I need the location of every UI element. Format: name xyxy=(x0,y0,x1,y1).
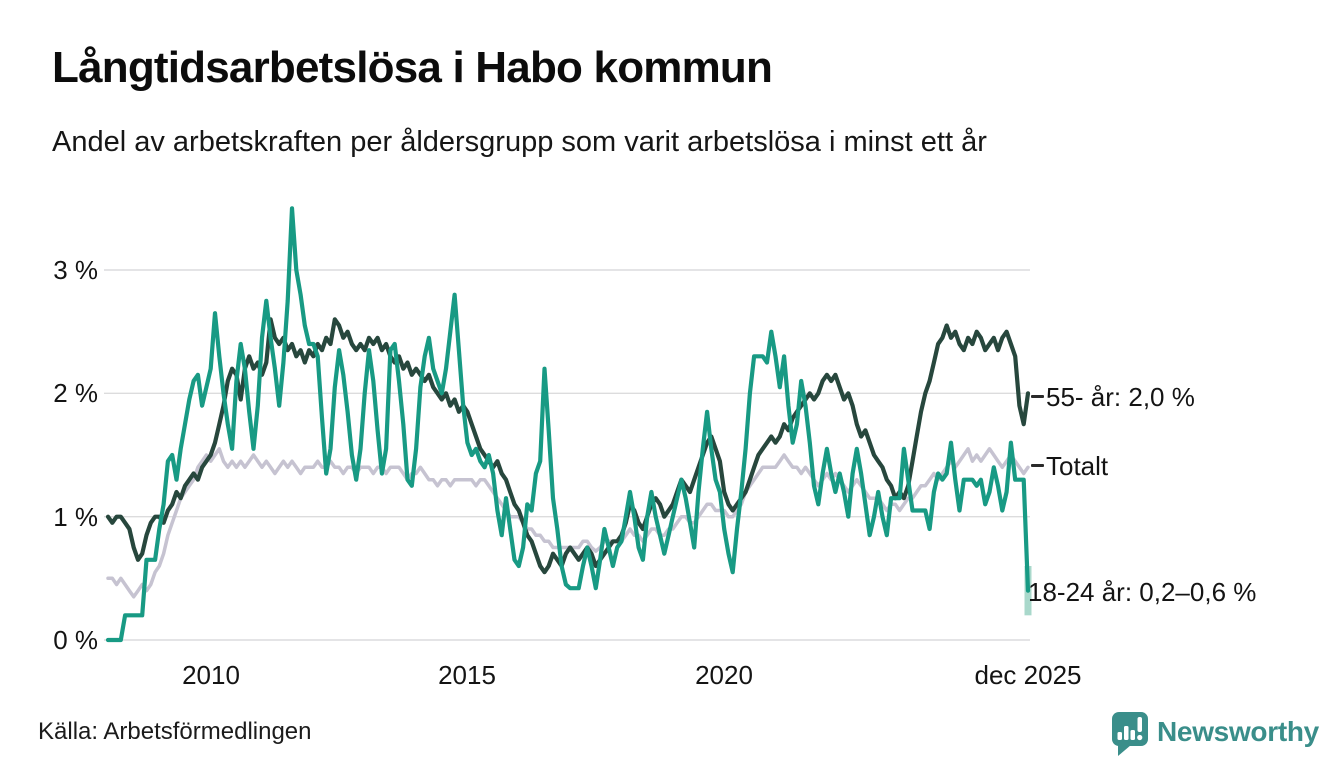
page-subtitle: Andel av arbetskraften per åldersgrupp s… xyxy=(52,126,987,158)
x-axis-tick-dec-2025: dec 2025 xyxy=(974,660,1082,690)
source-note: Källa: Arbetsförmedlingen xyxy=(38,718,312,745)
series-label-totalt: Totalt xyxy=(1046,451,1109,481)
label-connector-55 xyxy=(1031,395,1044,398)
page-title: Långtidsarbetslösa i Habo kommun xyxy=(52,43,773,92)
x-axis-tick-2010: 2010 xyxy=(182,660,240,690)
series-label-18-24: 18-24 år: 0,2–0,6 % xyxy=(1028,577,1257,607)
y-axis-tick-1pct: 1 % xyxy=(53,502,98,532)
label-connector-totalt xyxy=(1031,464,1044,467)
x-axis-tick-2015: 2015 xyxy=(438,660,496,690)
newsworthy-logo-icon xyxy=(1112,712,1148,756)
y-axis-tick-3pct: 3 % xyxy=(53,255,98,285)
x-axis-tick-2020: 2020 xyxy=(695,660,753,690)
series-label-55: 55- år: 2,0 % xyxy=(1046,382,1195,412)
series-line-age55 xyxy=(105,317,1031,575)
series-line-age1824 xyxy=(105,206,1031,643)
newsworthy-brand-name: Newsworthy xyxy=(1157,716,1319,747)
y-axis-tick-0pct: 0 % xyxy=(53,625,98,655)
y-axis-tick-2pct: 2 % xyxy=(53,378,98,408)
